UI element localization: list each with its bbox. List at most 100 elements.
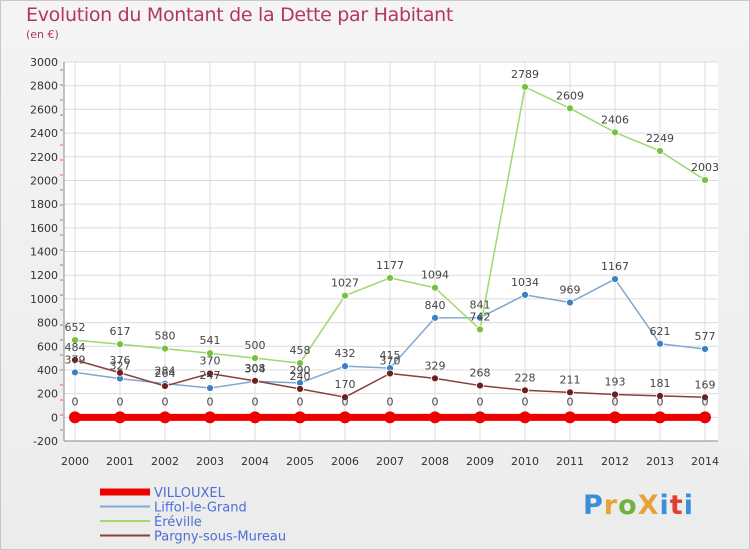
data-point [116,368,124,377]
data-point [69,411,81,424]
logo-letter: X [637,490,660,521]
data-label: 0 [387,395,394,408]
data-label: 2003 [691,161,719,174]
data-label: 0 [567,395,574,408]
y-tick-label: 600 [37,340,58,353]
data-point [611,390,619,399]
data-label: 2789 [511,68,539,81]
data-label: 0 [297,395,304,408]
data-point [251,354,259,362]
logo-letter: t [669,490,684,521]
data-point [701,176,709,184]
x-tick-label: 2002 [151,455,179,468]
y-tick-label: 2400 [30,127,58,140]
data-point [656,391,664,400]
data-label: 329 [425,359,446,372]
data-point [386,274,394,282]
data-label: 240 [290,370,311,383]
x-tick-label: 2004 [241,455,269,468]
data-label: 211 [560,373,581,386]
data-label: 193 [605,375,626,388]
y-tick-label: 1000 [30,293,58,306]
x-tick-label: 2001 [106,455,134,468]
y-tick-label: 0 [51,411,58,424]
data-point [296,359,304,367]
y-tick-label: 2000 [30,174,58,187]
data-label: 841 [470,299,491,312]
chart-unit: (en €) [26,28,59,41]
data-point [656,339,664,348]
data-point [159,411,171,424]
data-label: 742 [470,310,491,323]
data-point [701,393,709,402]
legend-label: Liffol-le-Grand [154,501,247,516]
data-label: 0 [657,395,664,408]
chart-title: Evolution du Montant de la Dette par Hab… [26,4,454,26]
data-point [654,411,666,424]
y-tick-label: 800 [37,317,58,330]
data-label: 621 [650,325,671,338]
data-point [431,283,439,292]
data-label: 458 [290,344,311,357]
data-point [566,104,574,113]
y-tick-label: 200 [37,388,58,401]
y-tick-label: 2600 [30,103,58,116]
y-tick-label: 1600 [30,222,58,235]
data-label: 0 [432,395,439,408]
x-tick-label: 2003 [196,455,224,468]
y-tick-label: 1800 [30,198,58,211]
data-point [116,340,124,349]
x-tick-label: 2008 [421,455,449,468]
data-point [341,393,349,402]
data-point [296,384,304,393]
data-label: 2609 [556,89,584,102]
data-label: 617 [110,325,131,338]
data-label: 0 [612,395,619,408]
data-label: 379 [65,353,86,366]
x-tick-label: 2000 [61,455,89,468]
data-point [206,384,214,392]
data-label: 0 [162,395,169,408]
legend-label: VILLOUXEL [154,486,226,501]
data-point [251,376,259,385]
data-label: 264 [155,367,176,380]
data-label: 415 [380,349,401,362]
logo-letter: P [583,490,604,521]
data-label: 0 [477,395,484,408]
logo-letter: i [659,490,670,521]
data-label: 1177 [376,259,404,272]
data-point [609,411,621,424]
x-tick-label: 2014 [691,455,719,468]
data-point [521,386,529,395]
data-label: 500 [245,339,266,352]
data-label: 0 [207,395,214,408]
data-point [71,336,79,344]
data-label: 268 [470,367,491,380]
data-point [476,325,484,334]
data-point [611,275,619,283]
data-label: 0 [342,395,349,408]
y-tick-label: 1200 [30,269,58,282]
data-label: 1027 [331,277,359,290]
legend-label: Pargny-sous-Mureau [154,530,286,545]
y-tick-label: 2800 [30,80,58,93]
data-label: 0 [522,395,529,408]
data-point [341,362,349,371]
logo-letter: o [618,490,638,521]
data-label: 169 [695,378,716,391]
data-point [384,411,396,424]
data-point [656,147,664,155]
data-point [611,128,619,137]
data-point [341,291,349,300]
data-point [431,374,439,383]
data-label: 1094 [421,269,449,282]
data-label: 577 [695,330,716,343]
y-tick-label: 400 [37,364,58,377]
data-point [386,369,394,378]
data-label: 0 [252,395,259,408]
y-tick-label: 3000 [30,56,58,69]
data-point [566,298,574,307]
data-label: 170 [335,378,356,391]
data-label: 327 [110,360,131,373]
legend-label: Éréville [154,514,202,530]
